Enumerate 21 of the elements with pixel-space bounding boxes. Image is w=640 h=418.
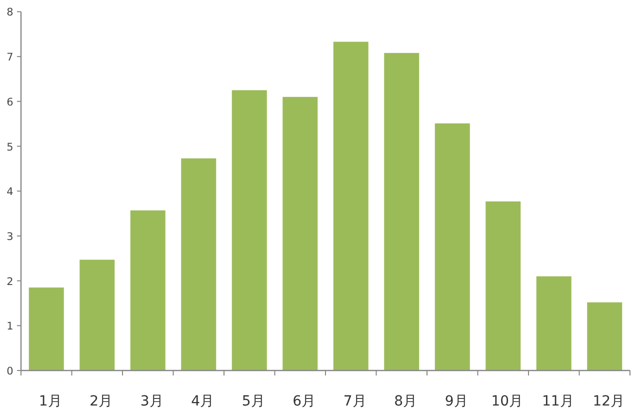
y-tick-label: 1: [6, 320, 14, 333]
x-tick-label: 1月: [38, 394, 62, 410]
x-tick-label: 2月: [90, 394, 113, 410]
x-tick-label: 7月: [343, 394, 366, 410]
x-tick-label: 11月: [542, 394, 574, 410]
x-tick-label: 3月: [140, 394, 164, 410]
y-tick-label: 2: [6, 276, 14, 288]
x-tick-label: 10月: [491, 394, 524, 410]
x-tick-label: 4月: [191, 394, 214, 410]
y-tick-label: 0: [6, 366, 14, 378]
y-tick-label: 5: [6, 141, 14, 154]
y-tick-label: 8: [6, 6, 14, 19]
x-tick-label: 9月: [444, 394, 468, 410]
x-tick-label: 5月: [242, 394, 265, 410]
y-tick-label: 3: [6, 230, 14, 243]
x-tick-label: 6月: [292, 394, 316, 410]
y-tick-label: 7: [6, 52, 14, 64]
y-tick-label: 6: [6, 96, 14, 108]
x-tick-label: 12月: [592, 394, 625, 410]
y-tick-label: 4: [6, 186, 14, 198]
x-tick-label: 8月: [394, 394, 418, 410]
